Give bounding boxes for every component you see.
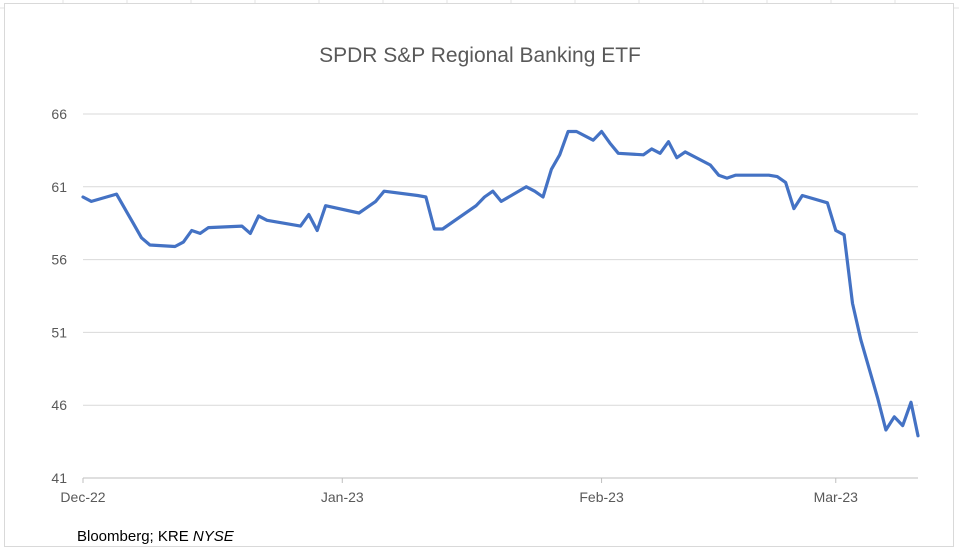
line-chart: 41 46 51 56 61 66 Dec-22 Jan-23 Feb-23 Mar-23 [51, 106, 920, 505]
chart-title: SPDR S&P Regional Banking ETF [319, 44, 641, 67]
x-tick-label: Jan-23 [321, 489, 364, 505]
y-tick-label: 51 [51, 324, 67, 340]
x-tick-label: Dec-22 [60, 489, 105, 505]
source-note: Bloomberg; KRE NYSE [77, 528, 234, 545]
chart-container[interactable]: SPDR S&P Regional Banking ETF 41 46 51 56 61… [4, 3, 954, 547]
y-tick-label: 46 [51, 397, 67, 413]
y-tick-label: 41 [51, 470, 67, 486]
y-tick-label: 61 [51, 179, 67, 195]
source-note-exchange: NYSE [192, 528, 234, 545]
x-tick-label: Mar-23 [814, 489, 859, 505]
y-tick-label: 66 [51, 106, 67, 122]
source-note-text: Bloomberg; KRE [77, 528, 193, 545]
x-tick-label: Feb-23 [579, 489, 624, 505]
y-tick-label: 56 [51, 252, 67, 268]
series-line [81, 129, 920, 438]
